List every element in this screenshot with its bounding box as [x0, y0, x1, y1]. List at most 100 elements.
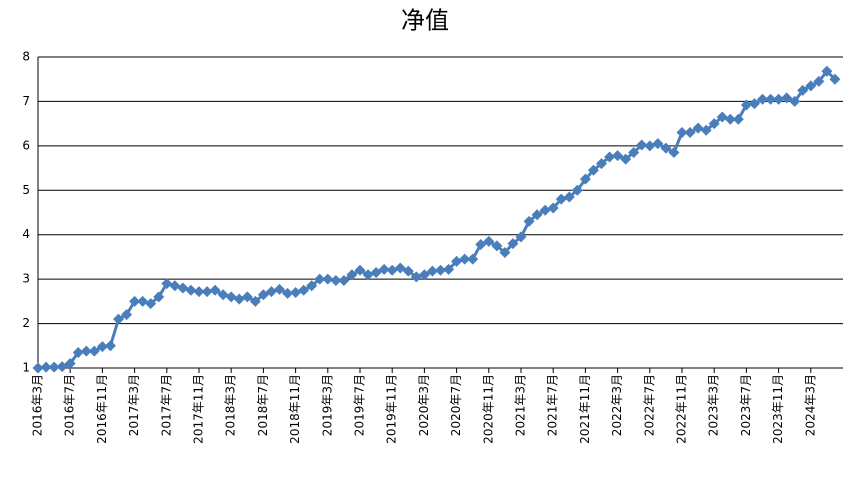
x-tick-label: 2017年3月: [127, 374, 141, 436]
marker: [121, 309, 133, 321]
marker: [201, 286, 213, 298]
chart-title: 净值: [401, 7, 449, 35]
x-tick-label: 2017年7月: [159, 374, 173, 436]
marker: [596, 158, 607, 170]
marker: [378, 263, 390, 275]
marker: [225, 291, 237, 303]
marker: [113, 313, 124, 325]
x-tick-label: 2019年7月: [353, 374, 367, 436]
marker: [821, 65, 833, 77]
marker: [499, 246, 511, 258]
marker: [435, 264, 446, 276]
marker: [169, 280, 181, 292]
marker: [797, 84, 809, 96]
marker: [483, 235, 495, 247]
marker: [604, 151, 616, 163]
marker: [451, 255, 463, 267]
x-tick-label: 2018年7月: [256, 374, 270, 436]
marker: [394, 262, 406, 274]
marker: [48, 361, 60, 373]
marker: [732, 113, 744, 125]
marker: [241, 291, 253, 303]
marker: [724, 113, 736, 125]
y-tick-label: 8: [22, 50, 30, 64]
x-tick-label: 2021年7月: [546, 374, 560, 436]
x-tick-label: 2019年3月: [320, 374, 334, 436]
marker: [628, 147, 640, 159]
marker: [249, 295, 261, 307]
marker: [781, 92, 793, 104]
x-tick-label: 2017年11月: [192, 374, 206, 444]
marker: [757, 93, 768, 105]
x-tick-label: 2019年11月: [385, 374, 399, 444]
marker: [322, 273, 334, 285]
marker: [104, 340, 116, 352]
marker: [539, 204, 551, 216]
marker: [443, 263, 455, 275]
marker: [330, 274, 342, 286]
x-tick-label: 2020年7月: [449, 374, 463, 436]
y-tick-label: 1: [22, 361, 30, 375]
marker: [217, 289, 229, 301]
marker: [467, 253, 479, 265]
y-tick-label: 6: [22, 138, 30, 152]
marker: [813, 75, 825, 87]
marker: [370, 266, 382, 278]
marker: [563, 191, 575, 203]
marker: [789, 95, 801, 107]
marker: [805, 80, 817, 92]
x-tick-label: 2022年3月: [610, 374, 624, 436]
marker: [644, 140, 656, 152]
x-tick-label: 2018年3月: [224, 374, 238, 436]
marker: [418, 269, 430, 281]
marker: [274, 283, 285, 295]
marker: [290, 286, 302, 298]
marker: [475, 238, 487, 250]
marker: [72, 346, 84, 358]
marker: [137, 295, 149, 307]
x-tick-label: 2020年3月: [417, 374, 431, 436]
marker: [587, 164, 599, 176]
marker: [362, 269, 374, 281]
marker: [346, 269, 358, 281]
x-tick-label: 2016年11月: [95, 374, 109, 444]
marker: [708, 118, 720, 130]
marker: [507, 238, 519, 250]
marker: [676, 127, 688, 139]
y-tick-label: 4: [22, 227, 30, 241]
marker: [668, 147, 680, 159]
marker: [193, 286, 205, 298]
marker: [185, 284, 197, 296]
marker: [829, 73, 841, 85]
marker: [306, 280, 318, 292]
marker: [40, 361, 52, 373]
x-tick-label: 2021年3月: [514, 374, 528, 436]
marker: [515, 231, 527, 243]
x-tick-label: 2023年3月: [707, 374, 721, 436]
x-tick-label: 2021年11月: [578, 374, 592, 444]
marker: [523, 215, 535, 227]
marker: [402, 265, 414, 277]
x-tick-label: 2023年11月: [771, 374, 785, 444]
marker: [282, 287, 294, 299]
marker: [692, 122, 704, 134]
marker: [531, 209, 543, 221]
marker: [153, 291, 165, 303]
x-tick-label: 2016年7月: [63, 374, 77, 436]
y-tick-label: 5: [22, 183, 30, 197]
marker: [96, 341, 108, 353]
marker: [257, 289, 269, 301]
marker: [652, 138, 664, 150]
marker: [740, 99, 752, 111]
marker: [620, 153, 632, 165]
marker: [555, 193, 567, 205]
x-tick-label: 2020年11月: [481, 374, 495, 444]
marker: [338, 274, 350, 286]
y-tick-label: 7: [22, 94, 30, 108]
marker: [426, 265, 438, 277]
marker: [177, 282, 189, 294]
marker: [209, 284, 221, 296]
marker: [265, 286, 277, 298]
x-tick-label: 2022年7月: [642, 374, 656, 436]
